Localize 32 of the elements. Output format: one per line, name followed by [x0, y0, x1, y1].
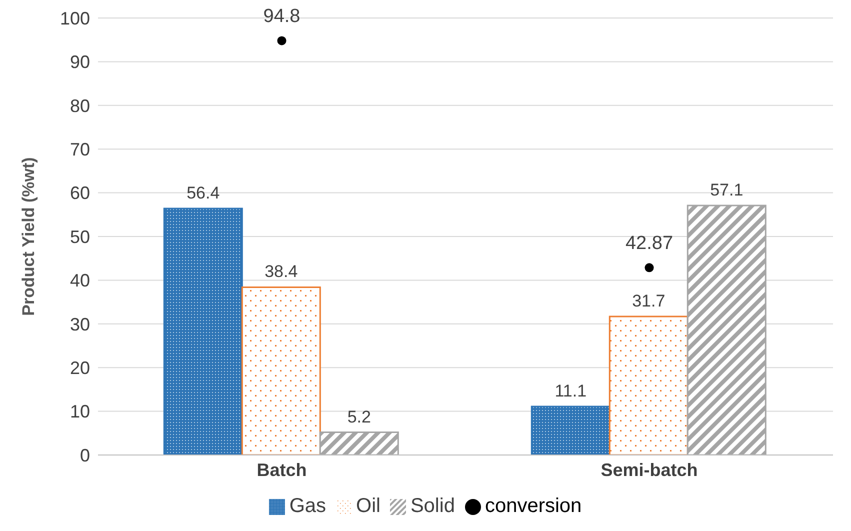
bar	[163, 208, 243, 455]
y-tick-label: 10	[70, 402, 90, 422]
y-tick-label: 30	[70, 314, 90, 334]
y-tick-label: 70	[70, 139, 90, 160]
legend-label: Gas	[289, 495, 326, 517]
data-label: 5.2	[347, 407, 371, 426]
data-label: 94.8	[263, 6, 300, 28]
y-axis-title: Product Yield (%wt)	[19, 157, 38, 316]
y-tick-label: 20	[70, 358, 90, 378]
x-tick-label: Semi-batch	[600, 460, 698, 480]
data-label: 56.4	[186, 184, 220, 203]
x-tick-label: Batch	[256, 460, 307, 480]
legend-label: Oil	[356, 495, 380, 517]
data-label: 38.4	[264, 262, 298, 282]
legend-label: Solid	[410, 495, 455, 517]
legend-label: conversion	[484, 495, 582, 517]
data-label: 57.1	[710, 180, 744, 200]
y-tick-label: 80	[70, 96, 90, 116]
bar	[608, 316, 688, 455]
y-tick-label: 90	[70, 52, 90, 72]
bar	[530, 406, 610, 455]
y-tick-label: 50	[70, 226, 90, 247]
bar	[241, 286, 321, 455]
y-tick-label: 0	[80, 445, 90, 466]
y-tick-label: 100	[60, 8, 90, 28]
y-tick-label: 40	[70, 270, 90, 291]
data-label: 11.1	[554, 381, 587, 400]
bar	[319, 432, 399, 455]
data-label: 42.87	[625, 233, 674, 254]
y-tick-label: 60	[70, 183, 90, 204]
data-label: 31.7	[632, 291, 666, 310]
bar	[686, 204, 766, 455]
